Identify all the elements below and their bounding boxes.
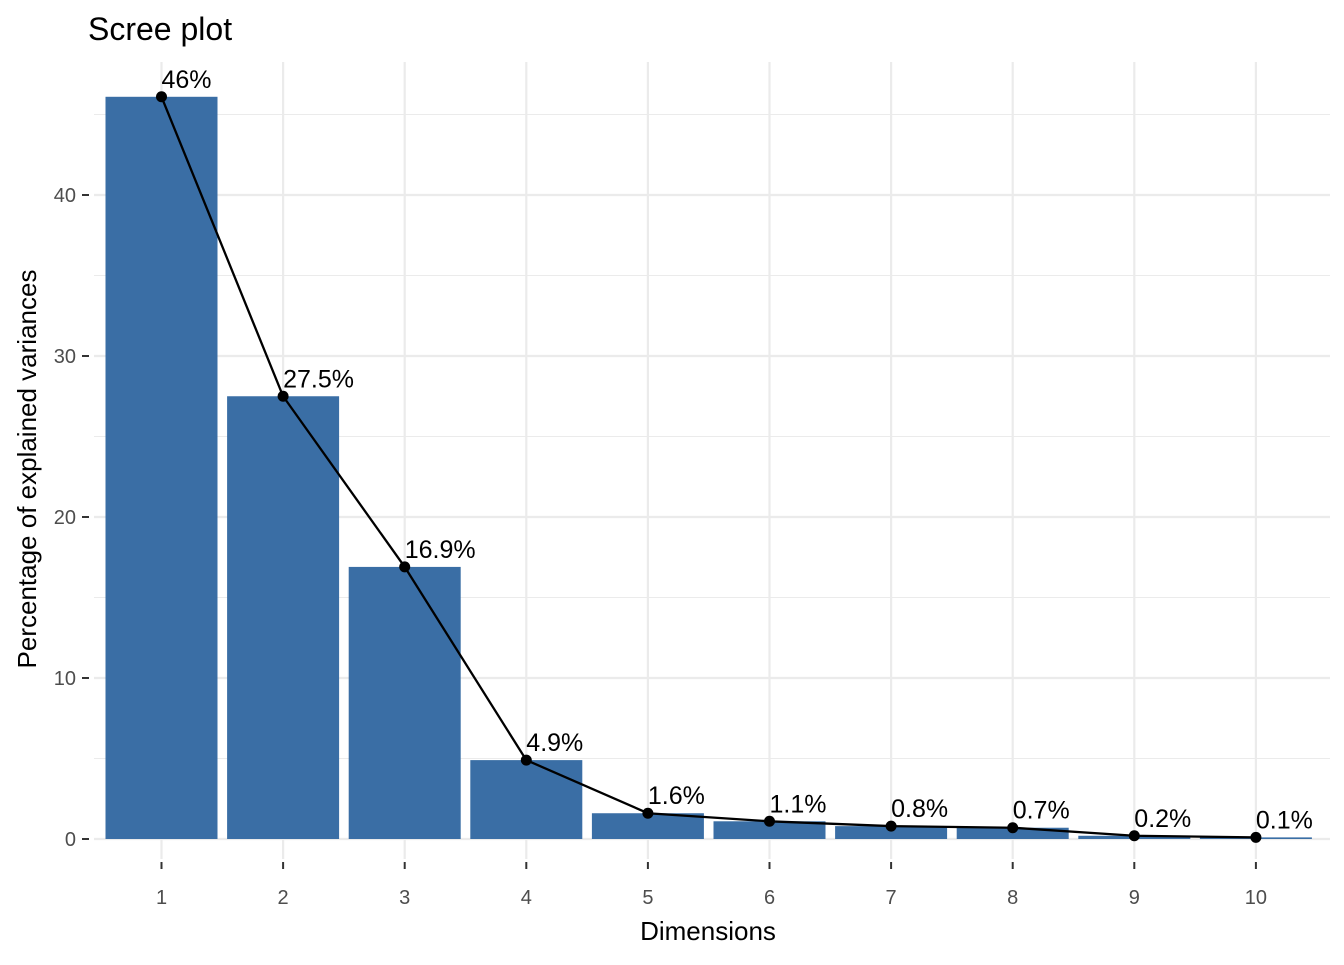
data-label-9: 0.2% — [1134, 805, 1191, 833]
bar-dimension-3 — [348, 566, 461, 839]
x-tick-label: 6 — [764, 887, 775, 909]
x-tick-label: 2 — [278, 887, 289, 909]
x-tick-label: 7 — [886, 887, 897, 909]
data-labels-layer: 46% 27.5% 16.9% 4.9% 1.6% 1.1% 0.8% 0.7% 0.2% 0.1… — [162, 66, 1313, 835]
variance-point-4 — [520, 754, 532, 766]
data-label-2: 27.5% — [283, 365, 354, 393]
data-label-1: 46% — [162, 66, 212, 94]
y-tick-label: 30 — [54, 346, 76, 368]
variance-point-10 — [1250, 831, 1262, 843]
x-tick-label: 9 — [1129, 887, 1140, 909]
y-tick-label: 0 — [65, 829, 76, 851]
y-tick-label: 20 — [54, 507, 76, 529]
data-label-6: 1.1% — [770, 790, 827, 818]
x-tick-label: 4 — [521, 887, 532, 909]
bars-layer — [105, 96, 1312, 840]
data-label-4: 4.9% — [526, 729, 583, 757]
y-tick-label: 10 — [54, 668, 76, 690]
chart-title: Scree plot — [88, 11, 232, 47]
variance-point-8 — [1007, 822, 1019, 834]
line-layer — [156, 91, 1262, 843]
x-tick-label: 5 — [642, 887, 653, 909]
variance-point-5 — [642, 807, 654, 819]
y-axis-title: Percentage of explained variances — [12, 270, 42, 669]
bar-dimension-7 — [835, 826, 948, 839]
y-tick-label: 40 — [54, 185, 76, 207]
variance-line — [160, 96, 1256, 839]
axes-layer: 0 10 20 30 40 1 2 3 4 5 6 7 8 9 10 — [54, 185, 1267, 909]
data-label-8: 0.7% — [1013, 797, 1070, 825]
x-axis-title: Dimensions — [640, 916, 776, 946]
x-tick-label: 10 — [1245, 887, 1267, 909]
x-tick-label: 8 — [1007, 887, 1018, 909]
bar-dimension-6 — [713, 821, 826, 839]
variance-point-6 — [764, 815, 775, 827]
bar-dimension-1 — [105, 96, 218, 840]
variance-point-2 — [277, 390, 289, 402]
x-tick-label: 3 — [399, 887, 410, 909]
bar-dimension-4 — [470, 760, 583, 839]
bar-dimension-2 — [227, 396, 340, 839]
variance-point-1 — [156, 91, 167, 103]
data-label-5: 1.6% — [648, 782, 705, 810]
bar-dimension-8 — [956, 827, 1069, 839]
data-label-7: 0.8% — [891, 795, 948, 823]
variance-point-3 — [399, 561, 411, 573]
variance-point-7 — [885, 820, 897, 832]
x-tick-label: 1 — [156, 887, 167, 909]
data-label-10: 0.1% — [1256, 806, 1313, 834]
data-label-3: 16.9% — [405, 536, 476, 564]
variance-point-9 — [1128, 830, 1140, 842]
